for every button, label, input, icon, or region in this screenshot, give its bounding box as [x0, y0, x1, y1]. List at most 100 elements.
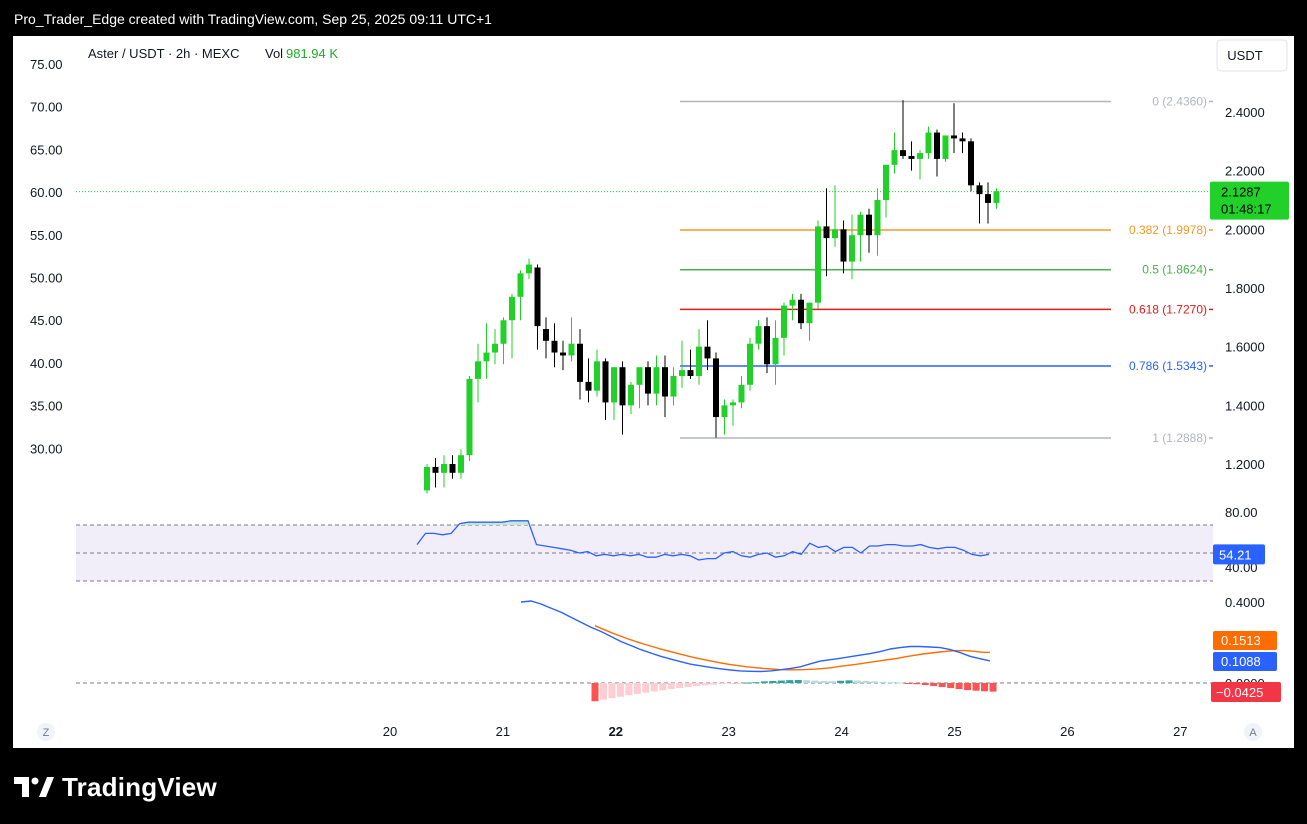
candle-body	[883, 164, 889, 200]
macd-histogram-bar	[591, 683, 599, 702]
rsi-tick-label: 80.00	[1225, 505, 1258, 520]
macd-histogram-bar	[921, 683, 929, 686]
left-axis-tick-label: 40.00	[30, 356, 63, 371]
price-tick-label: 1.6000	[1225, 340, 1265, 355]
time-tick-label: 23	[721, 724, 735, 739]
macd-signal-value: 0.1513	[1221, 633, 1261, 648]
macd-histogram-bar	[896, 682, 904, 684]
auto-scale-button[interactable]	[1244, 723, 1262, 741]
candle-body	[781, 305, 787, 338]
macd-histogram-bar	[718, 683, 726, 685]
left-axis-tick-label: 35.00	[30, 399, 63, 414]
candle-body	[891, 150, 898, 165]
time-tick-label: 26	[1060, 724, 1074, 739]
candle-body	[526, 264, 532, 274]
candle-body	[976, 185, 983, 195]
candle-body	[432, 466, 439, 473]
candle-body	[696, 346, 702, 376]
price-tick-label: 1.4000	[1225, 398, 1265, 413]
candle-body	[789, 299, 796, 306]
macd-histogram-bar	[726, 683, 734, 684]
macd-histogram-bar	[676, 683, 684, 689]
left-axis-tick-label: 50.00	[30, 271, 63, 286]
candle-body	[832, 229, 838, 239]
candle-body	[517, 273, 524, 297]
candle-body	[670, 376, 677, 397]
zoom-reset-button[interactable]	[37, 723, 55, 741]
macd-histogram-bar	[913, 683, 921, 685]
macd-line-badge	[1213, 652, 1277, 671]
chart-panel[interactable]: 0 (2.4360) 0.382 (1.9978) 0.5 (1.8624) 0.61…	[13, 36, 1294, 748]
fib-level-label: 0.5 (1.8624)	[1142, 263, 1207, 277]
macd-histogram-bar	[828, 681, 836, 683]
candle-body	[738, 384, 745, 403]
macd-histogram-bar	[693, 683, 701, 687]
macd-histogram-bar	[989, 683, 997, 692]
macd-histogram-bar	[735, 683, 743, 684]
time-tick-label: 27	[1173, 724, 1187, 739]
left-axis-tick-label: 65.00	[30, 142, 63, 157]
macd-histogram-bar	[710, 683, 718, 685]
candle-body	[424, 466, 430, 491]
candle-body	[602, 361, 609, 403]
candle-body	[815, 226, 821, 303]
price-axes: 2.4000 2.2000 2.0000 1.8000 1.6000 1.4000 1.20…	[30, 57, 1289, 472]
fib-level-label: 0 (2.4360)	[1152, 94, 1207, 108]
candle-body	[560, 352, 566, 356]
price-tick-label: 2.4000	[1225, 105, 1265, 120]
candle-body	[577, 343, 583, 382]
time-tick-label: 22	[609, 724, 623, 739]
candle-body	[874, 200, 881, 236]
price-tick-label: 2.0000	[1225, 222, 1265, 237]
candle-body	[917, 153, 923, 159]
currency-button-label[interactable]: USDT	[1227, 48, 1262, 63]
macd-histogram-bar	[633, 683, 641, 694]
currency-button[interactable]	[1216, 39, 1288, 72]
macd-histogram-bar	[947, 683, 955, 689]
left-axis-tick-label: 70.00	[30, 100, 63, 115]
macd-histogram-bar	[752, 682, 760, 684]
candle-body	[449, 464, 456, 473]
candle-body	[942, 135, 949, 159]
macd-histogram-bar	[642, 683, 650, 693]
candle-body	[543, 329, 549, 341]
candle-body	[951, 135, 957, 139]
candle-body	[713, 358, 719, 418]
time-tick-label: 20	[383, 724, 397, 739]
macd-histogram-bar	[667, 683, 675, 690]
candle-body	[500, 320, 507, 344]
chart-canvas[interactable]: 0 (2.4360) 0.382 (1.9978) 0.5 (1.8624) 0.61…	[13, 36, 1294, 748]
volume-legend-value: 981.94 K	[286, 46, 338, 61]
macd-histogram-bar	[820, 680, 828, 683]
macd-histogram-bar	[760, 681, 768, 683]
candle-body	[840, 229, 847, 262]
auto-scale-a-icon: A	[1249, 727, 1257, 739]
rsi-overbought-fill	[459, 520, 528, 525]
macd-histogram-bar	[599, 683, 607, 700]
fibonacci-retracement: 0 (2.4360) 0.382 (1.9978) 0.5 (1.8624) 0.61…	[680, 94, 1213, 445]
candle-body	[628, 384, 634, 406]
fib-level-label: 0.618 (1.7270)	[1129, 302, 1207, 316]
candle-body	[925, 132, 932, 154]
symbol-legend[interactable]: Aster / USDT · 2h · MEXC	[88, 46, 239, 61]
macd-histogram-bar	[794, 679, 802, 683]
macd-line	[520, 600, 991, 673]
last-price-badge	[1210, 181, 1289, 220]
candle-body	[645, 367, 651, 394]
candle-body	[900, 150, 906, 156]
rsi-value-label: 54.21	[1219, 547, 1252, 562]
time-tick-label: 25	[947, 724, 961, 739]
macd-histogram-bar	[930, 683, 938, 687]
macd-histogram-bar	[769, 680, 777, 683]
macd-histogram-bar	[862, 680, 870, 683]
candle-body	[585, 381, 592, 391]
candle-body	[441, 464, 447, 473]
macd-tick-label: 0.4000	[1225, 595, 1265, 610]
fib-level-label: 0.786 (1.5343)	[1129, 359, 1207, 373]
time-axis: 20 21 22 23 24 25 26 27	[383, 724, 1188, 739]
candle-body	[466, 378, 473, 456]
left-axis-tick-label: 30.00	[30, 441, 63, 456]
candle-body	[475, 361, 481, 379]
